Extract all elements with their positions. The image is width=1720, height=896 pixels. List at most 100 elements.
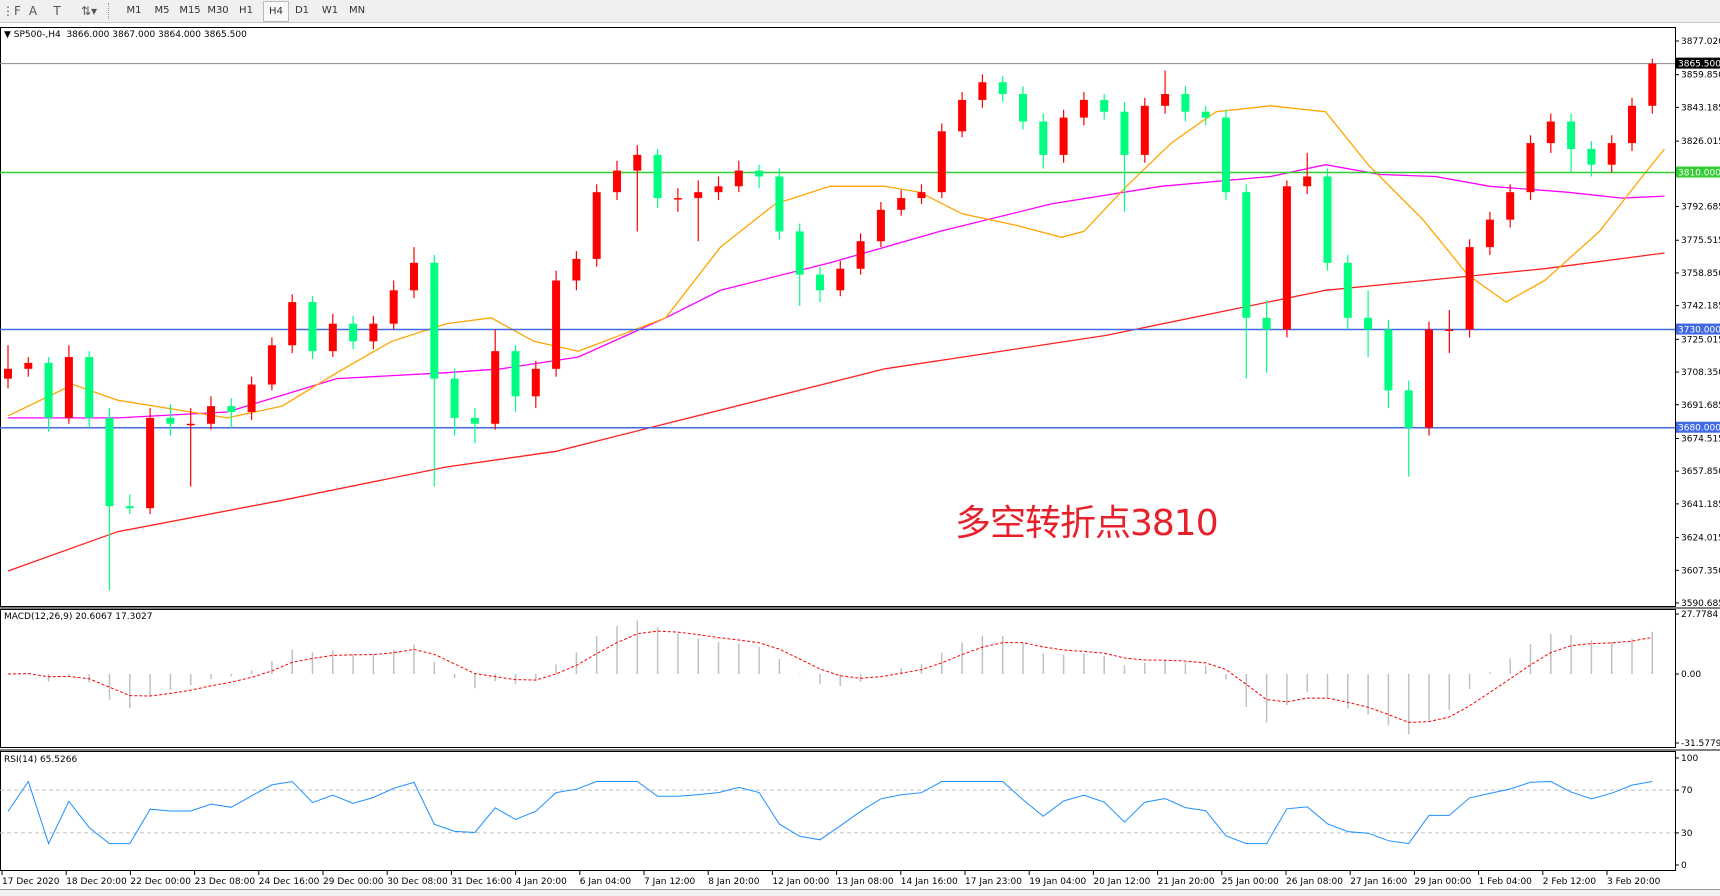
level-price-tag	[1676, 421, 1720, 433]
time-axis-label: 14 Jan 16:00	[901, 877, 958, 887]
time-axis-label: 1 Feb 04:00	[1479, 877, 1533, 887]
candle	[978, 74, 987, 108]
candle-body	[653, 154, 662, 199]
candle	[775, 168, 784, 240]
timeframe-m5-button[interactable]: M5	[154, 5, 170, 16]
candle-body	[450, 378, 459, 418]
candle-body	[1404, 390, 1413, 428]
candle-body	[1607, 143, 1616, 165]
time-axis-label: 23 Dec 08:00	[195, 877, 256, 887]
candle-body	[308, 302, 317, 352]
candle	[714, 176, 723, 201]
timeframe-w1-button[interactable]: W1	[321, 5, 339, 16]
candle-body	[1506, 192, 1515, 220]
time-axis-label: 29 Dec 00:00	[323, 877, 384, 887]
arrows-icon[interactable]: ⇅▾	[80, 4, 98, 18]
candle-body	[775, 176, 784, 232]
price-axis-label: 3843.185	[1681, 103, 1720, 113]
timeframe-mn-button[interactable]: MN	[348, 5, 366, 16]
candle	[1364, 290, 1373, 358]
symbol-label: SP500-,H4	[13, 30, 61, 40]
level-price-label: 3810.000	[1678, 169, 1720, 179]
candle	[166, 404, 175, 436]
candle	[1323, 168, 1332, 271]
candle-body	[64, 357, 73, 418]
candle	[1445, 309, 1454, 354]
candle-body	[876, 209, 885, 242]
time-axis-label: 2 Feb 12:00	[1543, 877, 1597, 887]
candle	[937, 123, 946, 199]
candle-body	[44, 362, 53, 418]
candle	[613, 160, 621, 201]
time-axis-label: 20 Jan 12:00	[1093, 877, 1150, 887]
candle-body	[1282, 186, 1291, 330]
last-price-tag	[1676, 57, 1720, 69]
price-axis-label: 3826.015	[1681, 137, 1720, 147]
candle	[552, 270, 561, 377]
candle	[795, 223, 804, 307]
candle	[125, 494, 134, 515]
candle	[1039, 113, 1048, 169]
candle	[186, 408, 195, 487]
timeframe-h4-button[interactable]: H4	[263, 1, 289, 22]
candle-body	[1039, 121, 1048, 155]
candle-body	[1242, 192, 1251, 318]
price-axis-label: 3641.185	[1681, 500, 1720, 510]
candle	[44, 357, 53, 432]
candle-body	[1526, 143, 1535, 193]
candle	[592, 184, 601, 267]
timeframe-d1-button[interactable]: D1	[294, 5, 310, 16]
candle	[1648, 58, 1657, 114]
candle	[1607, 135, 1616, 173]
candle-body	[1567, 121, 1576, 149]
candle-body	[1140, 105, 1149, 155]
price-axis-label: 3742.185	[1681, 302, 1720, 312]
horizontal-scrollbar[interactable]	[0, 889, 1720, 896]
candle	[105, 408, 114, 591]
macd-axis-label: 0.00	[1681, 670, 1701, 680]
candle-body	[856, 241, 865, 269]
candle-body	[755, 170, 764, 177]
chart-title: ▼ SP500-,H4 3866.000 3867.000 3864.000 3…	[4, 30, 247, 40]
candle-body	[267, 345, 276, 385]
candle	[389, 280, 398, 330]
time-axis-label: 4 Jan 20:00	[516, 877, 568, 887]
time-axis-label: 7 Jan 12:00	[644, 877, 696, 887]
candle	[836, 260, 845, 297]
collapse-triangle-icon[interactable]: ▼	[4, 30, 11, 40]
timeframe-m1-button[interactable]: M1	[126, 5, 142, 16]
time-axis-label: 21 Jan 20:00	[1158, 877, 1215, 887]
candle-body	[1303, 176, 1312, 187]
candle	[247, 376, 256, 420]
chart-annotation: 多空转折点3810	[955, 503, 1219, 544]
candle	[734, 160, 743, 193]
candle-body	[166, 417, 175, 424]
price-axis-label: 3624.015	[1681, 534, 1720, 544]
candle-body	[917, 192, 926, 199]
candle	[1100, 94, 1109, 120]
candle-body	[694, 192, 703, 199]
candle	[1019, 86, 1027, 130]
rsi-pane-frame	[0, 751, 1676, 871]
candle-body	[4, 368, 12, 379]
candle	[1587, 141, 1596, 177]
crosshair-icon[interactable]: ⋮F	[2, 4, 21, 18]
candle-body	[1100, 99, 1109, 112]
candle-body	[491, 351, 500, 424]
candle	[410, 247, 418, 299]
text-label-icon[interactable]: T	[53, 4, 61, 18]
text-icon[interactable]: A	[28, 4, 38, 18]
candle	[85, 351, 94, 428]
candle-body	[125, 506, 134, 509]
ma-fast-line	[7, 105, 1666, 419]
timeframe-h1-button[interactable]: H1	[239, 5, 253, 16]
candle	[430, 254, 439, 487]
timeframe-m30-button[interactable]: M30	[207, 5, 229, 16]
timeframe-m15-button[interactable]: M15	[179, 5, 201, 16]
candle-body	[1364, 317, 1373, 330]
candle-body	[1120, 111, 1129, 155]
candle-body	[1323, 176, 1332, 263]
time-axis-label: 17 Jan 23:00	[965, 877, 1022, 887]
candle-body	[552, 280, 561, 369]
